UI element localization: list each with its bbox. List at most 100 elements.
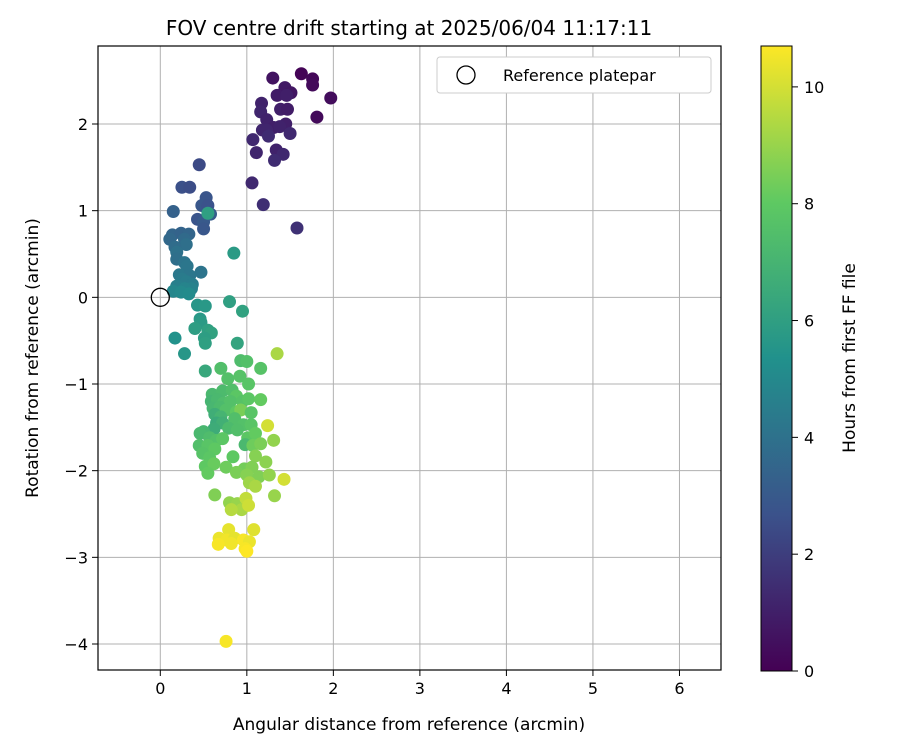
y-tick-label: 0 (78, 288, 88, 307)
data-point (194, 265, 208, 279)
data-point (219, 460, 233, 474)
grid-layer (98, 46, 721, 670)
data-point (267, 433, 281, 447)
data-point (254, 393, 268, 407)
data-point (266, 71, 280, 85)
y-tick-label: −3 (64, 548, 88, 567)
data-point (259, 455, 273, 469)
data-point (244, 406, 258, 420)
data-point (294, 67, 308, 81)
data-point (223, 295, 237, 309)
x-tick-label: 2 (328, 679, 338, 698)
colorbar: 0 2 4 6 8 10 Hours from first FF file (760, 45, 860, 681)
reference-point (150, 287, 170, 307)
data-point (283, 127, 297, 141)
points-layer (163, 67, 338, 648)
y-tick-label: −2 (64, 462, 88, 481)
data-point (178, 347, 192, 361)
legend-label: Reference platepar (503, 66, 656, 85)
data-point (277, 472, 291, 486)
data-point (168, 331, 182, 345)
data-point (256, 198, 270, 212)
data-point (207, 457, 221, 471)
data-point (254, 361, 268, 375)
data-point (273, 120, 287, 134)
data-point (261, 419, 275, 433)
data-point (249, 146, 263, 160)
data-point (242, 498, 256, 512)
x-tick-label: 4 (501, 679, 511, 698)
x-tick-label: 5 (588, 679, 598, 698)
data-point (216, 432, 230, 446)
data-point (261, 129, 275, 143)
x-axis-label: Angular distance from reference (arcmin) (233, 715, 585, 735)
data-point (248, 479, 262, 493)
data-point (224, 503, 238, 517)
data-point (230, 336, 244, 350)
data-point (310, 110, 324, 124)
data-point (268, 153, 282, 167)
data-point (208, 488, 222, 502)
data-point (221, 372, 235, 386)
data-point (268, 489, 282, 503)
data-point (188, 322, 202, 336)
data-point (254, 437, 268, 451)
legend-marker-open-circle (456, 65, 476, 85)
data-point (226, 450, 240, 464)
data-point (324, 91, 338, 105)
data-point (219, 634, 233, 648)
colorbar-tick-label: 4 (804, 428, 814, 447)
data-point (233, 369, 247, 383)
data-point (197, 222, 211, 236)
x-tick-label: 6 (674, 679, 684, 698)
data-point (270, 88, 284, 102)
y-tick-label: 2 (78, 115, 88, 134)
data-point (201, 206, 215, 220)
y-axis-label: Rotation from reference (arcmin) (23, 218, 43, 498)
data-point (227, 246, 241, 260)
data-point (183, 180, 197, 194)
data-point (198, 364, 212, 378)
data-point (236, 304, 250, 318)
data-point (198, 299, 212, 313)
legend: Reference platepar (436, 56, 712, 94)
data-point (229, 465, 243, 479)
reference-layer (150, 287, 170, 307)
chart-title: FOV centre drift starting at 2025/06/04 … (166, 16, 652, 40)
data-point (224, 536, 238, 550)
data-point (242, 377, 256, 391)
data-point (270, 347, 284, 361)
data-point (245, 176, 259, 190)
colorbar-label: Hours from first FF file (840, 263, 860, 453)
colorbar-tick-label: 2 (804, 545, 814, 564)
colorbar-tick-label: 6 (804, 312, 814, 331)
data-point (192, 158, 206, 172)
colorbar-tick-label: 10 (804, 78, 824, 97)
y-tick-label: −1 (64, 375, 88, 394)
x-tick-label: 3 (415, 679, 425, 698)
data-point (240, 354, 254, 368)
data-point (198, 336, 212, 350)
data-point (240, 544, 254, 558)
data-point (246, 133, 260, 147)
data-point (211, 537, 225, 551)
legend-box (436, 56, 712, 94)
data-point (201, 466, 215, 480)
data-point (262, 468, 276, 482)
data-point (179, 237, 193, 251)
x-tick-label: 1 (242, 679, 252, 698)
x-tick-label: 0 (155, 679, 165, 698)
y-tick-label: 1 (78, 202, 88, 221)
data-point (248, 426, 262, 440)
data-point (182, 287, 196, 301)
colorbar-ticks: 0 2 4 6 8 10 (792, 78, 824, 681)
x-ticks: 0 1 2 3 4 5 6 (155, 670, 685, 698)
data-point (230, 423, 244, 437)
colorbar-tick-label: 0 (804, 662, 814, 681)
y-tick-label: −4 (64, 635, 88, 654)
data-point (306, 78, 320, 92)
data-point (166, 205, 180, 219)
data-point (248, 449, 262, 463)
